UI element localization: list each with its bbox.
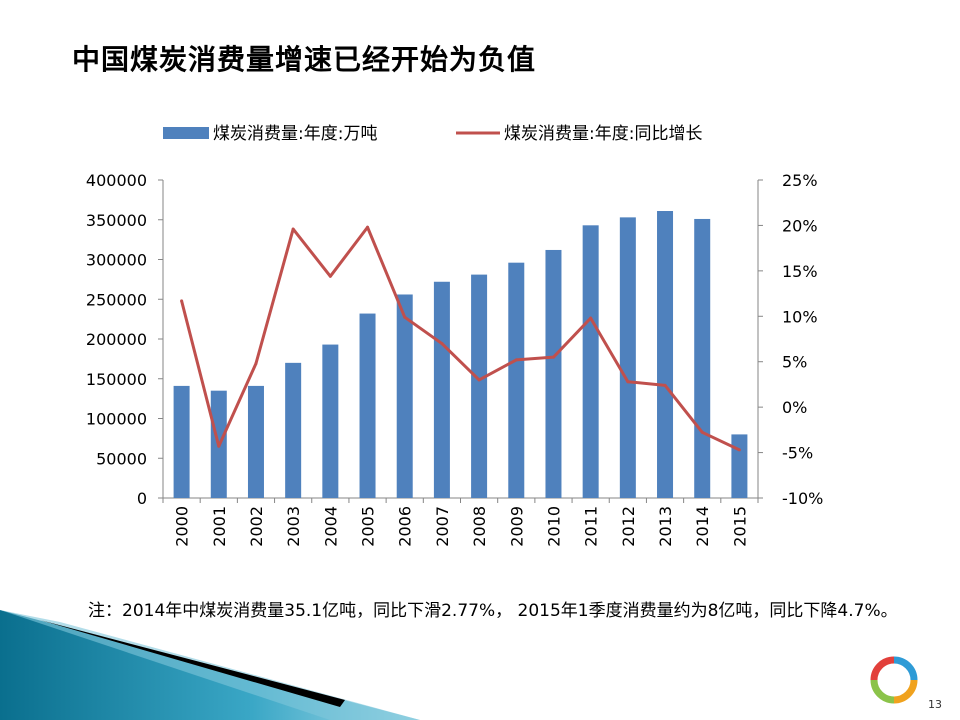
- line-point-yoy-growth: [589, 316, 593, 320]
- x-axis-tick-label: 2001: [210, 506, 229, 547]
- x-axis-tick-label: 2010: [544, 506, 563, 547]
- footnote-text: 注：2014年中煤炭消费量35.1亿吨，同比下滑2.77%， 2015年1季度消…: [88, 601, 898, 621]
- bar-coal-consumption: [545, 249, 562, 498]
- x-axis-tick-label: 2007: [433, 506, 452, 547]
- right-axis-tick-label: -5%: [782, 444, 813, 463]
- x-axis-tick-label: 2000: [173, 506, 192, 547]
- bar-coal-consumption: [322, 344, 339, 498]
- left-axis-tick-label: 300000: [86, 251, 147, 270]
- line-point-yoy-growth: [737, 448, 741, 452]
- line-point-yoy-growth: [700, 430, 704, 434]
- line-point-yoy-growth: [217, 444, 221, 448]
- bar-coal-consumption: [247, 385, 264, 498]
- x-axis-tick-label: 2015: [730, 506, 749, 547]
- line-yoy-growth: [180, 225, 741, 452]
- right-axis-tick-label: 15%: [782, 262, 818, 281]
- line-point-yoy-growth: [514, 358, 518, 362]
- x-axis-tick-label: 2003: [284, 506, 303, 547]
- left-axis-tick-label: 400000: [86, 171, 147, 190]
- x-axis-tick-label: 2013: [656, 506, 675, 547]
- line-point-yoy-growth: [663, 383, 667, 387]
- bar-coal-consumption: [582, 225, 599, 498]
- x-axis-tick-label: 2004: [321, 506, 340, 547]
- line-point-yoy-growth: [626, 380, 630, 384]
- line-point-yoy-growth: [477, 378, 481, 382]
- right-axis-tick-label: 20%: [782, 216, 818, 235]
- left-axis-tick-label: 0: [137, 489, 147, 508]
- line-point-yoy-growth: [403, 315, 407, 319]
- left-axis-tick-label: 50000: [96, 449, 147, 468]
- bar-coal-consumption: [285, 362, 302, 498]
- legend-bar-label: 煤炭消费量:年度:万吨: [213, 124, 377, 144]
- left-axis-tick-label: 250000: [86, 290, 147, 309]
- bar-coal-consumption: [508, 262, 525, 498]
- slide-title: 中国煤炭消费量增速已经开始为负值: [72, 43, 537, 76]
- x-axis-tick-label: 2014: [693, 506, 712, 547]
- bar-coal-consumption: [694, 218, 711, 498]
- right-axis-tick-label: 5%: [782, 353, 807, 372]
- x-axis-tick-label: 2011: [582, 506, 601, 547]
- x-axis-tick-label: 2005: [359, 506, 378, 547]
- page-number: 13: [928, 698, 942, 711]
- bar-coal-consumption: [619, 217, 636, 499]
- line-point-yoy-growth: [291, 227, 295, 231]
- right-axis-tick-label: 0%: [782, 398, 807, 417]
- company-logo-icon: [870, 656, 918, 704]
- right-axis-tick-label: 25%: [782, 171, 818, 190]
- bar-coal-consumption: [173, 385, 190, 498]
- bar-coal-consumption: [359, 313, 376, 498]
- line-point-yoy-growth: [328, 274, 332, 278]
- x-axis-tick-label: 2008: [470, 506, 489, 547]
- line-point-yoy-growth: [254, 362, 258, 366]
- x-axis-tick-label: 2002: [247, 506, 266, 547]
- bar-coal-consumption: [433, 281, 450, 498]
- right-axis-tick-label: 10%: [782, 307, 818, 326]
- left-axis-tick-label: 150000: [86, 370, 147, 389]
- left-axis-tick-label: 350000: [86, 211, 147, 230]
- line-point-yoy-growth: [366, 225, 370, 229]
- legend-bar-swatch: [163, 127, 209, 139]
- x-axis-tick-label: 2012: [619, 506, 638, 547]
- bar-coal-consumption: [657, 211, 674, 498]
- line-point-yoy-growth: [440, 342, 444, 346]
- left-axis-tick-label: 100000: [86, 410, 147, 429]
- bar-coal-consumption: [471, 274, 488, 498]
- x-axis-tick-label: 2006: [396, 506, 415, 547]
- line-point-yoy-growth: [180, 299, 184, 303]
- legend-line-label: 煤炭消费量:年度:同比增长: [504, 124, 702, 144]
- x-axis-tick-label: 2009: [507, 506, 526, 547]
- bar-coal-consumption: [396, 294, 413, 498]
- left-axis-tick-label: 200000: [86, 330, 147, 349]
- right-axis-tick-label: -10%: [782, 489, 823, 508]
- line-point-yoy-growth: [551, 355, 555, 359]
- bar-coal-consumption: [731, 434, 748, 498]
